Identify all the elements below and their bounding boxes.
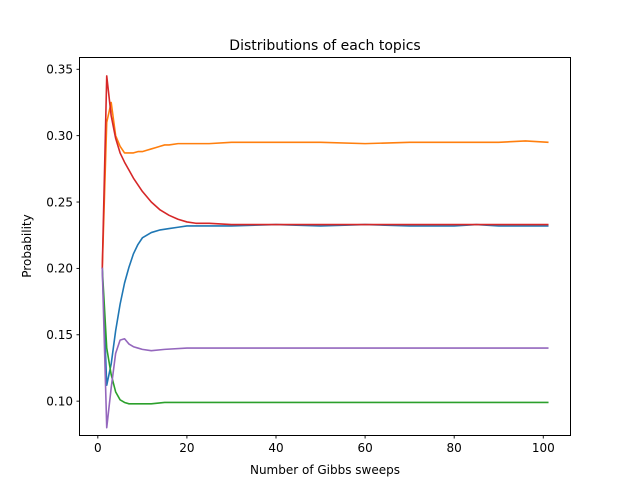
x-tick-label: 20	[179, 441, 194, 455]
series-line-2	[101, 101, 549, 270]
y-tick-label: 0.15	[46, 328, 73, 342]
x-axis-label: Number of Gibbs sweeps	[250, 463, 400, 477]
chart-title: Distributions of each topics	[229, 38, 420, 54]
plot-frame	[79, 57, 571, 436]
series-layer	[101, 75, 549, 429]
x-tick-label: 40	[268, 441, 283, 455]
series-line-3	[101, 267, 549, 405]
y-axis-label: Probability	[20, 214, 34, 277]
y-tick-label: 0.20	[46, 262, 73, 276]
x-tick-label: 100	[532, 441, 555, 455]
y-tick-label: 0.35	[46, 63, 73, 77]
series-line-4	[101, 75, 549, 270]
y-tick-label: 0.10	[46, 394, 73, 408]
x-tick-label: 60	[357, 441, 372, 455]
y-tick-label: 0.25	[46, 195, 73, 209]
x-axis: 0 20 40 60 80 100	[94, 435, 555, 455]
x-tick-label: 80	[447, 441, 462, 455]
y-tick-label: 0.30	[46, 129, 73, 143]
series-line-5	[101, 267, 549, 429]
y-axis: 0.10 0.15 0.20 0.25 0.30 0.35	[46, 63, 80, 408]
series-line-1	[101, 223, 549, 387]
x-tick-label: 0	[94, 441, 102, 455]
